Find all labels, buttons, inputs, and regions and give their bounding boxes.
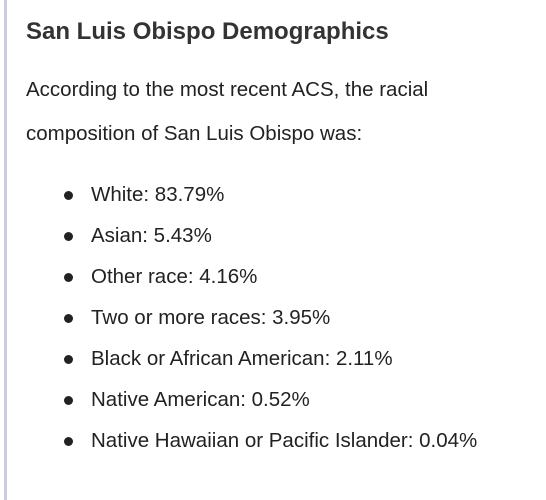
list-item: Native American: 0.52% bbox=[0, 381, 477, 422]
race-list: White: 83.79% Asian: 5.43% Other race: 4.1… bbox=[0, 176, 477, 463]
list-item: White: 83.79% bbox=[0, 176, 477, 217]
title: San Luis Obispo Demographics bbox=[26, 18, 389, 45]
paragraph: According to the most recent ACS, the ra… bbox=[26, 78, 429, 145]
list-item: Two or more races: 3.95% bbox=[0, 299, 477, 340]
list-item: Black or African American: 2.11% bbox=[0, 340, 477, 381]
list-item: Native Hawaiian or Pacific Islander: 0.0… bbox=[0, 422, 477, 463]
quote-border bbox=[4, 0, 7, 500]
list-item: Other race: 4.16% bbox=[0, 258, 477, 299]
list-item: Asian: 5.43% bbox=[0, 217, 477, 258]
